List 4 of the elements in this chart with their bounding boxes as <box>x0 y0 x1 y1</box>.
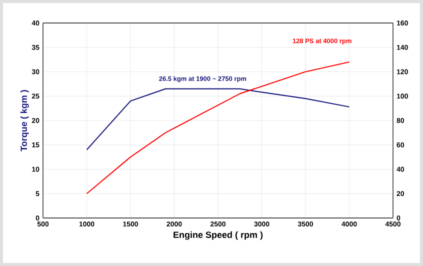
y-axis-title: Torque ( kgm ) <box>20 90 29 152</box>
line-series <box>86 61 350 194</box>
x-axis-title: Engine Speed ( rpm ) <box>174 231 263 240</box>
line-series <box>86 88 350 150</box>
